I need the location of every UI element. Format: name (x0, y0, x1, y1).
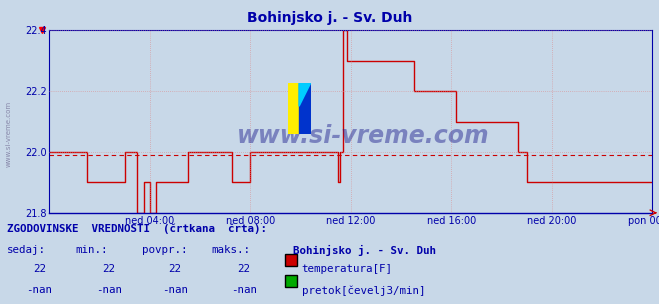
Text: 22: 22 (168, 264, 181, 275)
Text: ZGODOVINSKE  VREDNOSTI  (črtkana  črta):: ZGODOVINSKE VREDNOSTI (črtkana črta): (7, 223, 267, 234)
Text: 22: 22 (237, 264, 250, 275)
Text: 22: 22 (33, 264, 46, 275)
Text: 22: 22 (102, 264, 115, 275)
Text: temperatura[F]: temperatura[F] (302, 264, 393, 275)
Text: sedaj:: sedaj: (7, 245, 45, 255)
Text: www.si-vreme.com: www.si-vreme.com (237, 124, 489, 148)
Text: povpr.:: povpr.: (142, 245, 187, 255)
Text: Bohinjsko j. - Sv. Duh: Bohinjsko j. - Sv. Duh (247, 11, 412, 25)
Text: maks.:: maks.: (211, 245, 250, 255)
Text: www.si-vreme.com: www.si-vreme.com (5, 101, 11, 167)
Text: -nan: -nan (96, 285, 122, 295)
Text: min.:: min.: (76, 245, 108, 255)
Text: pretok[čevelj3/min]: pretok[čevelj3/min] (302, 285, 425, 296)
Text: -nan: -nan (231, 285, 257, 295)
Text: Bohinjsko j. - Sv. Duh: Bohinjsko j. - Sv. Duh (293, 245, 436, 256)
Text: -nan: -nan (26, 285, 53, 295)
Text: -nan: -nan (161, 285, 188, 295)
